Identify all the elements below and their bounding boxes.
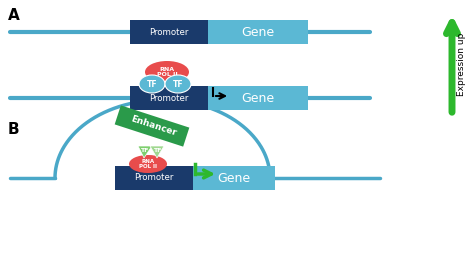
Text: RNA
POL II: RNA POL II bbox=[139, 159, 157, 170]
FancyBboxPatch shape bbox=[193, 166, 275, 190]
Text: TF: TF bbox=[146, 80, 157, 88]
FancyBboxPatch shape bbox=[130, 20, 208, 44]
Ellipse shape bbox=[145, 61, 189, 83]
Text: Gene: Gene bbox=[241, 92, 274, 105]
FancyBboxPatch shape bbox=[130, 86, 208, 110]
FancyBboxPatch shape bbox=[115, 166, 193, 190]
Text: Expression up: Expression up bbox=[457, 32, 466, 96]
Text: Enhancer: Enhancer bbox=[130, 114, 178, 138]
Ellipse shape bbox=[165, 75, 191, 93]
FancyBboxPatch shape bbox=[208, 20, 308, 44]
Text: Gene: Gene bbox=[241, 25, 274, 38]
Text: Gene: Gene bbox=[218, 172, 251, 185]
Text: Promoter: Promoter bbox=[149, 94, 189, 102]
Ellipse shape bbox=[129, 155, 167, 173]
FancyBboxPatch shape bbox=[208, 86, 308, 110]
Text: A: A bbox=[8, 8, 20, 23]
Text: Promoter: Promoter bbox=[134, 173, 173, 183]
Text: TF: TF bbox=[140, 147, 148, 153]
Polygon shape bbox=[115, 105, 189, 147]
Text: TF: TF bbox=[173, 80, 183, 88]
Polygon shape bbox=[138, 146, 152, 158]
Text: TF: TF bbox=[153, 147, 161, 153]
Polygon shape bbox=[150, 146, 164, 158]
Text: Promoter: Promoter bbox=[149, 28, 189, 36]
Ellipse shape bbox=[139, 75, 165, 93]
Text: RNA
POL II: RNA POL II bbox=[156, 67, 177, 77]
Text: B: B bbox=[8, 122, 19, 137]
